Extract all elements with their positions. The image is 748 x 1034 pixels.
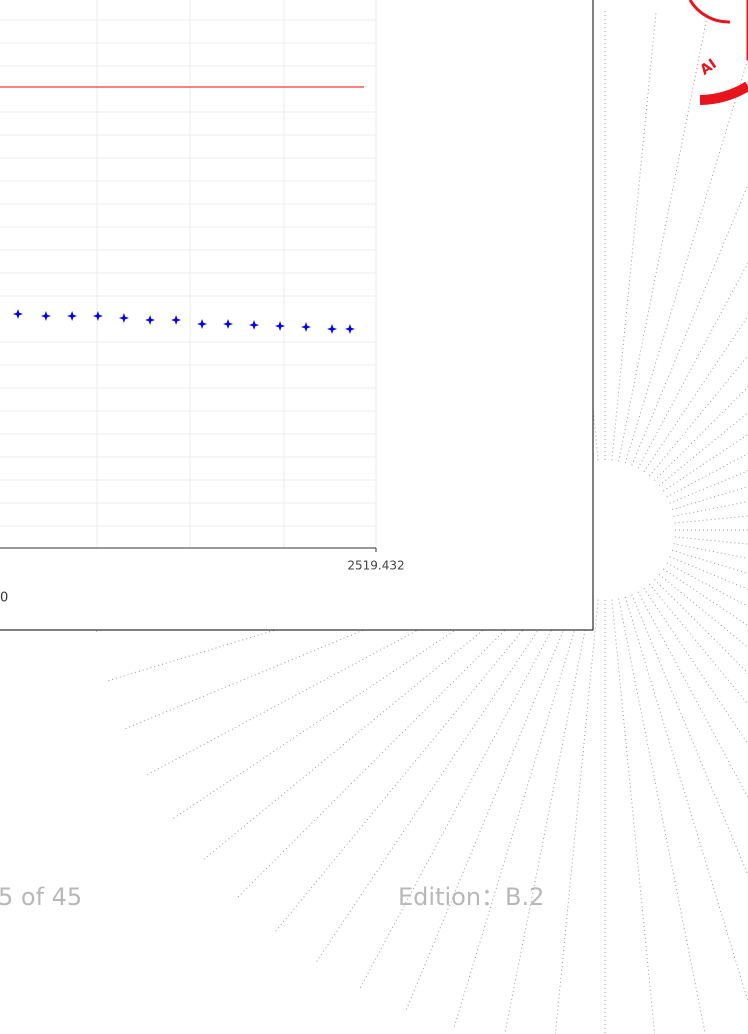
- watermark-ray: [637, 591, 748, 799]
- watermark-ray: [202, 574, 552, 861]
- axis-fragment: 0: [0, 591, 8, 606]
- chart-frame: [0, 0, 594, 631]
- watermark-ray: [315, 587, 567, 963]
- watermark-ray: [146, 562, 544, 776]
- point: [145, 315, 156, 325]
- watermark-ray: [637, 261, 748, 469]
- watermark-ray: [124, 556, 541, 730]
- watermark-ray: [236, 579, 556, 899]
- point: [40, 311, 51, 321]
- point: [275, 321, 286, 331]
- watermark-ray: [631, 594, 748, 877]
- watermark-ray: [405, 594, 579, 1011]
- edition: Edition：B.2: [398, 883, 544, 911]
- point: [249, 320, 260, 330]
- point: [197, 319, 208, 329]
- x-tick-label: 2519.432: [347, 559, 404, 573]
- svg-text:AI: AI: [697, 56, 719, 78]
- point: [92, 311, 103, 321]
- point: [67, 311, 78, 321]
- point: [327, 324, 338, 334]
- watermark-ray: [611, 599, 656, 1034]
- point: [13, 309, 24, 319]
- grid: [0, 0, 377, 548]
- watermark-ray: [631, 183, 748, 466]
- watermark-ray: [359, 591, 573, 989]
- point: [171, 315, 182, 325]
- watermark-ray: [611, 12, 657, 461]
- point: [301, 322, 312, 332]
- watermark-ray: [453, 596, 586, 1028]
- point: [223, 319, 234, 329]
- watermark-ray: [554, 599, 599, 1034]
- point: [118, 313, 129, 323]
- stamp: AI: [688, 0, 748, 105]
- page-number: 5 of 45: [0, 883, 82, 911]
- point: [344, 324, 355, 334]
- watermark-ray: [504, 598, 592, 1034]
- watermark-ray: [618, 598, 706, 1034]
